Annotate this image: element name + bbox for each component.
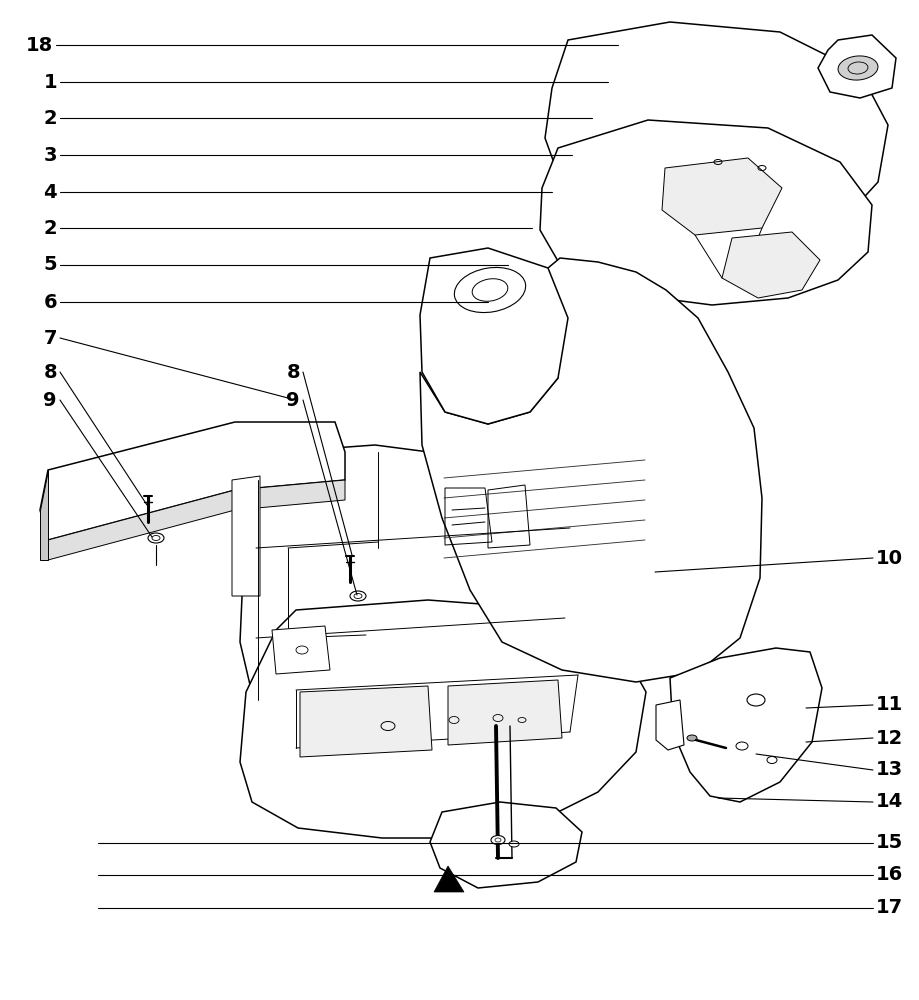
Polygon shape <box>232 476 260 596</box>
Text: 17: 17 <box>875 898 902 917</box>
Polygon shape <box>721 232 819 298</box>
Polygon shape <box>240 600 645 838</box>
Text: 11: 11 <box>875 696 902 714</box>
Polygon shape <box>240 445 579 738</box>
Ellipse shape <box>686 735 697 741</box>
Polygon shape <box>420 258 761 682</box>
Polygon shape <box>429 802 582 888</box>
Text: 12: 12 <box>875 728 902 748</box>
Ellipse shape <box>349 591 366 601</box>
Polygon shape <box>40 470 48 560</box>
Polygon shape <box>48 480 345 560</box>
Text: 3: 3 <box>43 146 57 165</box>
Polygon shape <box>272 626 330 674</box>
Text: 10: 10 <box>875 548 902 568</box>
Text: 16: 16 <box>875 865 902 884</box>
Text: 9: 9 <box>286 390 300 410</box>
Polygon shape <box>539 120 871 305</box>
Polygon shape <box>434 866 463 892</box>
Text: 6: 6 <box>43 292 57 312</box>
Ellipse shape <box>837 56 877 80</box>
Polygon shape <box>300 686 432 757</box>
Polygon shape <box>817 35 895 98</box>
Text: 2: 2 <box>43 219 57 237</box>
Polygon shape <box>544 22 887 238</box>
Text: 14: 14 <box>875 792 902 811</box>
Text: 5: 5 <box>43 255 57 274</box>
Ellipse shape <box>508 841 518 847</box>
Text: 15: 15 <box>875 833 902 852</box>
Ellipse shape <box>148 533 164 543</box>
Text: 8: 8 <box>286 362 300 381</box>
Polygon shape <box>420 248 567 424</box>
Text: 13: 13 <box>875 760 902 779</box>
Polygon shape <box>40 422 345 540</box>
Text: 9: 9 <box>43 390 57 410</box>
Ellipse shape <box>491 835 505 844</box>
Polygon shape <box>448 680 562 745</box>
Polygon shape <box>662 158 781 235</box>
Polygon shape <box>669 648 821 802</box>
Text: 2: 2 <box>43 109 57 128</box>
Text: 1: 1 <box>43 73 57 92</box>
Text: 8: 8 <box>43 362 57 381</box>
Polygon shape <box>655 700 683 750</box>
Text: 18: 18 <box>26 36 53 55</box>
Text: 7: 7 <box>43 328 57 348</box>
Text: 4: 4 <box>43 182 57 202</box>
